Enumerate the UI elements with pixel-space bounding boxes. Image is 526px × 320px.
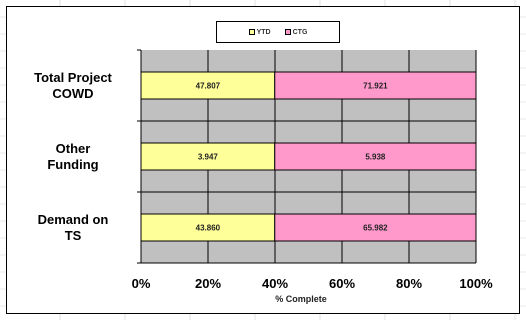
legend[interactable]: YTD CTG xyxy=(216,21,340,43)
x-axis-label: % Complete xyxy=(275,294,327,304)
category-label-line: TS xyxy=(64,227,82,243)
bar-ctg-total-project-cowd[interactable] xyxy=(274,71,477,100)
category-label-line: Funding xyxy=(47,156,99,172)
data-label-ytd-total-project-cowd: 47.807 xyxy=(196,82,221,91)
data-label-ctg-total-project-cowd: 71.921 xyxy=(363,82,388,91)
category-label-line: COWD xyxy=(52,85,94,101)
category-label-other-funding: Other Funding xyxy=(14,141,132,173)
data-label-ctg-other-funding: 5.938 xyxy=(365,153,386,162)
category-label-line: Total Project xyxy=(34,69,112,85)
x-tick-label: 60% xyxy=(328,276,356,291)
legend-item-ctg: CTG xyxy=(284,28,308,36)
bar-ytd-total-project-cowd[interactable] xyxy=(140,71,276,100)
legend-swatch-ctg xyxy=(284,29,291,35)
bar-ctg-other-funding[interactable] xyxy=(274,142,477,171)
legend-label-ctg: CTG xyxy=(292,28,308,36)
legend-label-ytd: YTD xyxy=(256,28,271,36)
category-label-line: Other xyxy=(55,140,91,156)
x-tick-label: 40% xyxy=(261,276,289,291)
category-label-total-project-cowd: Total Project COWD xyxy=(14,70,132,102)
category-label-line: Demand on xyxy=(37,211,109,227)
legend-item-ytd: YTD xyxy=(248,28,271,36)
legend-swatch-ytd xyxy=(248,29,255,35)
x-tick-label: 80% xyxy=(395,276,423,291)
data-label-ytd-other-funding: 3.947 xyxy=(198,153,219,162)
bar-ytd-demand-on-ts[interactable] xyxy=(140,213,276,242)
x-tick-label: 0% xyxy=(131,276,151,291)
bar-ctg-demand-on-ts[interactable] xyxy=(274,213,477,242)
data-label-ctg-demand-on-ts: 65.982 xyxy=(363,224,388,233)
x-tick-label: 100% xyxy=(459,276,493,291)
x-tick-label: 20% xyxy=(194,276,222,291)
data-label-ytd-demand-on-ts: 43.860 xyxy=(196,224,221,233)
category-label-demand-on-ts: Demand on TS xyxy=(14,212,132,244)
